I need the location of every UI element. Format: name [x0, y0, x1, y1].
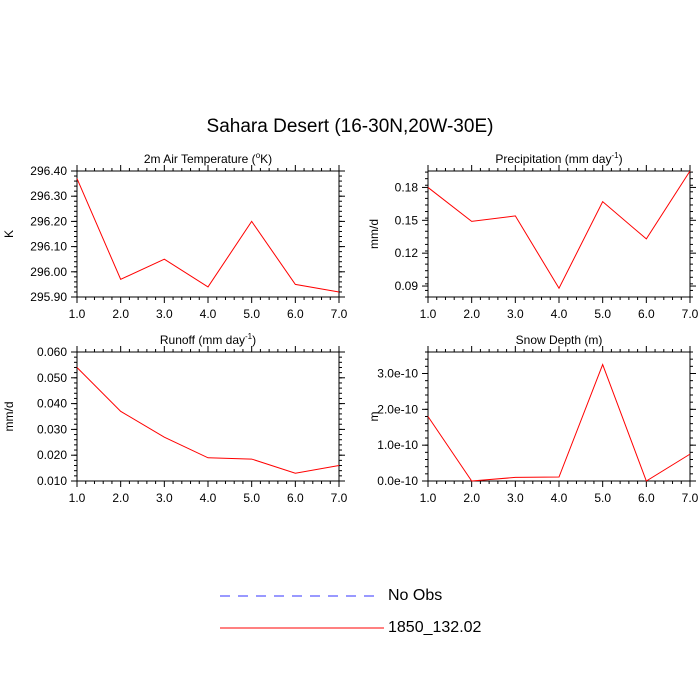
x-tick-label: 5.0 — [243, 491, 260, 505]
x-tick-label: 7.0 — [682, 491, 699, 505]
chart-title-rest: ) — [252, 333, 256, 347]
x-tick-label: 2.0 — [112, 491, 129, 505]
chart-panel-1: 1.0 2.0 3.0 4.0 5.0 6.0 7.0 295.90 296.00 296.10 2… — [2, 151, 348, 321]
y-tick-label: 295.90 — [30, 290, 67, 304]
x-tick-label: 1.0 — [420, 307, 437, 321]
series-line — [427, 363, 691, 482]
x-tick-label: 4.0 — [200, 491, 217, 505]
chart-panel-4: 1.0 2.0 3.0 4.0 5.0 6.0 7.0 0.0e-10 1.0e-10 2.0e-… — [367, 333, 699, 505]
y-tick-label: 0.060 — [37, 345, 67, 359]
y-tick-label: 296.20 — [30, 214, 67, 228]
y-tick-label: 0.010 — [37, 474, 67, 488]
x-tick-label: 5.0 — [243, 307, 260, 321]
x-tick-label: 7.0 — [682, 307, 699, 321]
chart-title-rest: K) — [260, 152, 272, 166]
x-tick-label: 6.0 — [638, 491, 655, 505]
x-tick-label: 3.0 — [156, 491, 173, 505]
series-line — [76, 367, 340, 474]
chart-title-sup: -1 — [245, 332, 253, 341]
chart-panel-3: 1.0 2.0 3.0 4.0 5.0 6.0 7.0 0.010 0.020 0.030 0.04… — [2, 332, 348, 505]
y-tick-label: 2.0e-10 — [377, 402, 418, 416]
x-tick-label: 3.0 — [507, 491, 524, 505]
y-tick-label: 0.09 — [395, 279, 419, 293]
x-tick-label: 6.0 — [638, 307, 655, 321]
y-tick-label: 0.030 — [37, 422, 67, 436]
x-tick-label: 6.0 — [287, 491, 304, 505]
y-axis-label: mm/d — [2, 402, 16, 432]
plot-frame — [76, 351, 340, 482]
chart-panel-2: 1.0 2.0 3.0 4.0 5.0 6.0 7.0 0.09 0.12 0.15 0.18 Pre… — [367, 151, 699, 321]
y-tick-label: 0.18 — [395, 180, 419, 194]
chart-title-sup: o — [256, 151, 261, 160]
chart-title-sup: -1 — [611, 151, 619, 160]
y-axis-label: m — [367, 412, 381, 422]
series-line — [427, 170, 691, 290]
page-title: Sahara Desert (16-30N,20W-30E) — [206, 116, 494, 137]
x-tick-label: 4.0 — [200, 307, 217, 321]
y-tick-label: 296.40 — [30, 164, 67, 178]
y-tick-label: 296.10 — [30, 240, 67, 254]
y-tick-label: 0.12 — [395, 246, 419, 260]
plot-frame — [76, 170, 340, 298]
x-tick-label: 2.0 — [463, 491, 480, 505]
y-axis-label: mm/d — [367, 219, 381, 249]
x-tick-label: 3.0 — [156, 307, 173, 321]
y-tick-label: 0.040 — [37, 397, 67, 411]
x-tick-label: 1.0 — [69, 307, 86, 321]
x-tick-label: 5.0 — [594, 491, 611, 505]
x-tick-label: 5.0 — [594, 307, 611, 321]
chart-title: 2m Air Temperature (oK) — [144, 151, 272, 166]
x-tick-label: 7.0 — [331, 491, 348, 505]
x-tick-label: 6.0 — [287, 307, 304, 321]
series-line — [76, 178, 340, 293]
plot-frame — [427, 351, 691, 482]
y-tick-label: 0.0e-10 — [377, 474, 418, 488]
plot-frame — [427, 170, 691, 298]
chart-title-text: Snow Depth (m) — [516, 333, 603, 347]
x-tick-label: 1.0 — [69, 491, 86, 505]
x-tick-label: 2.0 — [112, 307, 129, 321]
y-tick-label: 0.050 — [37, 371, 67, 385]
x-tick-label: 7.0 — [331, 307, 348, 321]
y-tick-label: 0.020 — [37, 448, 67, 462]
chart-title: Runoff (mm day-1) — [160, 332, 256, 347]
x-tick-label: 4.0 — [551, 307, 568, 321]
y-tick-label: 1.0e-10 — [377, 438, 418, 452]
chart-title: Precipitation (mm day-1) — [495, 151, 622, 166]
y-tick-label: 3.0e-10 — [377, 367, 418, 381]
x-tick-label: 2.0 — [463, 307, 480, 321]
y-tick-label: 0.15 — [395, 213, 419, 227]
chart-title-text: Precipitation (mm day — [495, 152, 611, 166]
y-tick-label: 296.00 — [30, 265, 67, 279]
chart-title: Snow Depth (m) — [516, 333, 603, 347]
y-tick-label: 296.30 — [30, 189, 67, 203]
x-tick-label: 3.0 — [507, 307, 524, 321]
chart-title-text: 2m Air Temperature ( — [144, 152, 256, 166]
x-tick-label: 1.0 — [420, 491, 437, 505]
chart-title-text: Runoff (mm day — [160, 333, 245, 347]
x-tick-label: 4.0 — [551, 491, 568, 505]
y-axis-label: K — [2, 230, 16, 238]
chart-title-rest: ) — [619, 152, 623, 166]
